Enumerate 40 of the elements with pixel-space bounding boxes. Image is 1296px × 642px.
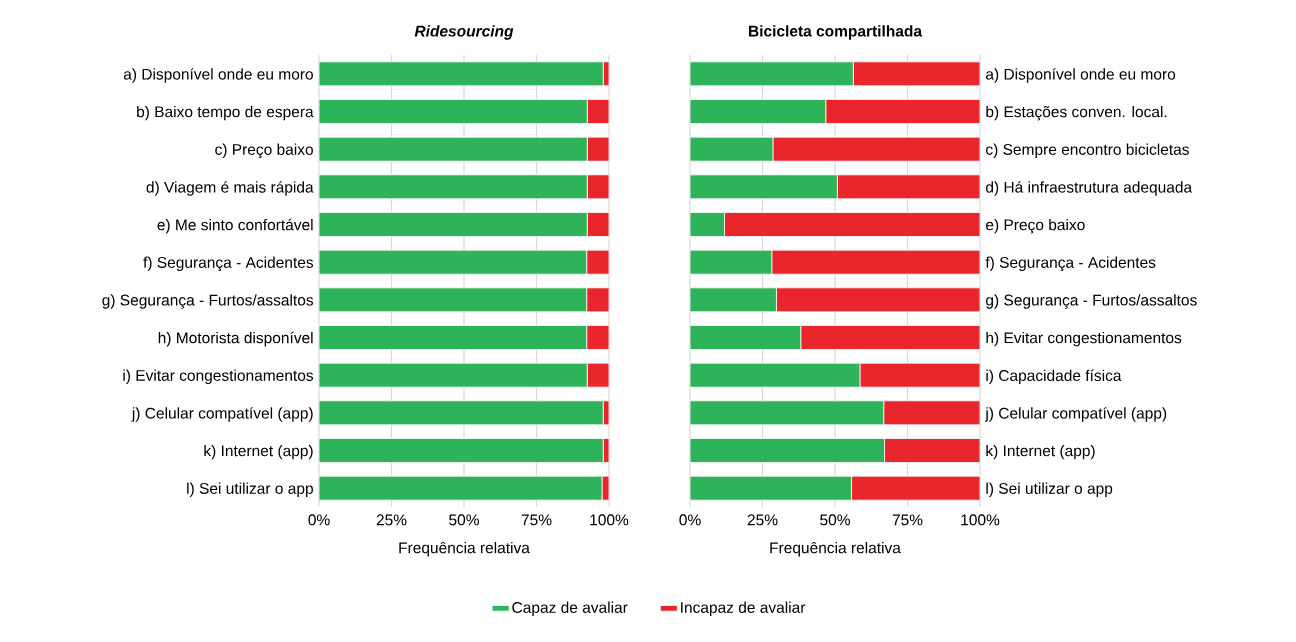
x-tick-label: 25% [747,514,778,526]
x-tick-label: 75% [892,514,923,526]
y-tick-label: l) Sei utilizar o app [986,482,1113,498]
x-tick-label: 50% [449,514,479,526]
x-axis-title: Frequência relativa [399,541,530,557]
y-tick-label: e) Preço baixo [986,218,1085,234]
chart-title: Ridesourcing [414,25,514,40]
y-tick-label: c) Sempre encontro bicicletas [986,143,1189,158]
y-tick-label: f) Segurança - Acidentes [143,256,314,272]
y-tick-label: d) Há infraestrutura adequada [986,181,1193,196]
y-tick-label: g) Segurança - Furtos/assaltos [102,294,314,309]
legend-label: Incapaz de avaliar [681,601,806,617]
y-tick-label: a) Disponível onde eu moro [986,68,1176,83]
y-tick-label: d) Viagem é mais rápida [146,181,314,196]
y-tick-label: j) Celular compatível (app) [985,407,1167,422]
y-tick-label: e) Me sinto confortável [157,218,313,234]
x-tick-label: 25% [376,514,407,526]
y-tick-label: i) Capacidade física [986,369,1122,385]
y-tick-label: h) Evitar congestionamentos [986,331,1182,347]
legend-label: Capaz de avaliar [512,601,628,617]
y-tick-label: c) Preço baixo [215,143,313,159]
y-tick-label: a) Disponível onde eu moro [123,68,313,83]
y-tick-label: f) Segurança - Acidentes [985,256,1156,272]
x-tick-label: 75% [521,514,552,526]
x-axis-title: Frequência relativa [770,541,901,557]
y-tick-label: b) Estações conven. local. [986,105,1167,121]
x-tick-label: 0% [679,514,701,526]
y-tick-label: l) Sei utilizar o app [187,482,313,498]
x-tick-label: 0% [308,514,330,526]
chart-title: Bicicleta compartilhada [749,25,923,40]
y-tick-label: k) Internet (app) [204,444,313,460]
y-tick-label: j) Celular compatível (app) [131,407,313,422]
y-tick-label: i) Evitar congestionamentos [123,369,314,385]
y-tick-label: g) Segurança - Furtos/assaltos [986,294,1197,309]
x-tick-label: 50% [820,514,850,526]
x-tick-label: 100% [961,514,1000,526]
x-tick-label: 100% [590,514,629,526]
y-tick-label: h) Motorista disponível [158,331,313,347]
y-tick-label: k) Internet (app) [986,444,1095,460]
y-tick-label: b) Baixo tempo de espera [137,105,314,121]
